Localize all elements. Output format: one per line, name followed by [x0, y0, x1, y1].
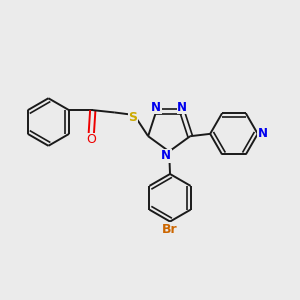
Text: S: S — [128, 111, 137, 124]
Text: O: O — [86, 133, 96, 146]
Text: Br: Br — [162, 223, 178, 236]
Text: N: N — [177, 100, 187, 114]
Text: N: N — [151, 100, 161, 114]
Text: N: N — [258, 128, 268, 140]
Text: N: N — [161, 149, 171, 162]
